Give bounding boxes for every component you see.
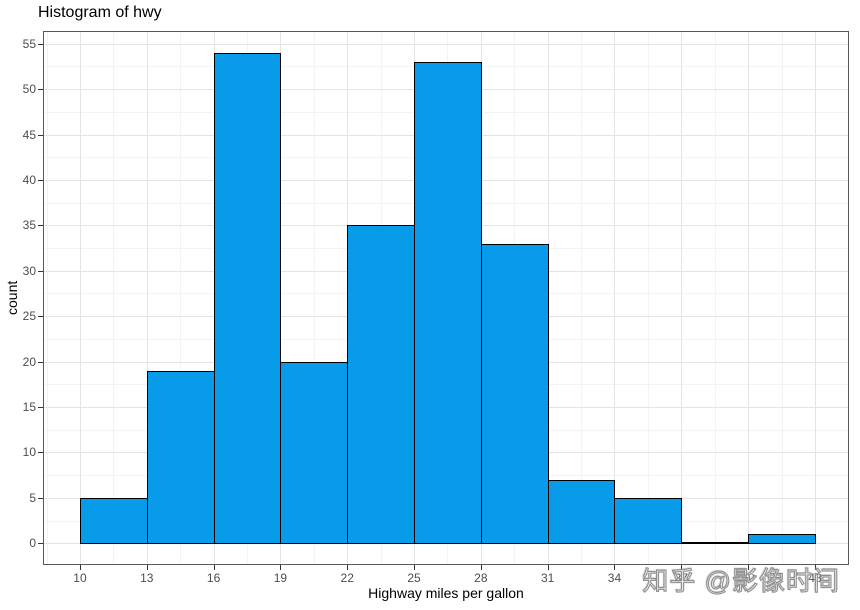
histogram-bar bbox=[280, 361, 349, 545]
major-gridline-y bbox=[43, 43, 849, 45]
x-tick-label: 40 bbox=[741, 571, 755, 585]
x-tick-label: 19 bbox=[273, 571, 288, 585]
y-tick-mark bbox=[38, 134, 43, 136]
y-tick-label: 55 bbox=[22, 36, 36, 51]
x-tick-mark bbox=[614, 565, 616, 570]
histogram-bar bbox=[347, 225, 416, 545]
x-tick-label: 10 bbox=[73, 571, 87, 585]
histogram-bar bbox=[748, 534, 816, 545]
x-axis-title: Highway miles per gallon bbox=[368, 585, 524, 601]
x-tick-label: 25 bbox=[407, 571, 421, 585]
y-tick-label: 40 bbox=[22, 172, 36, 187]
y-tick-mark bbox=[38, 497, 43, 499]
y-tick-label: 15 bbox=[22, 399, 36, 414]
minor-gridline-x bbox=[781, 31, 783, 565]
y-tick-label: 20 bbox=[22, 354, 36, 369]
x-tick-label: 31 bbox=[540, 571, 555, 585]
major-gridline-x bbox=[681, 31, 683, 565]
zhihu-watermark: 知乎 @影像时间 bbox=[642, 565, 840, 596]
x-tick-mark bbox=[213, 565, 215, 570]
histogram-bar bbox=[480, 243, 549, 545]
major-gridline-x bbox=[79, 31, 81, 565]
histogram-bar-zero bbox=[681, 542, 749, 545]
x-tick-label: 43 bbox=[808, 571, 822, 585]
y-tick-mark bbox=[38, 406, 43, 408]
histogram-bar bbox=[79, 497, 148, 545]
x-tick-mark bbox=[681, 565, 683, 570]
x-tick-mark bbox=[814, 565, 816, 570]
x-tick-label: 37 bbox=[674, 571, 688, 585]
y-tick-mark bbox=[38, 543, 43, 545]
minor-gridline-x bbox=[581, 31, 583, 565]
x-tick-mark bbox=[146, 565, 148, 570]
minor-gridline-x bbox=[313, 31, 315, 565]
y-tick-label: 35 bbox=[22, 218, 36, 233]
minor-gridline-x bbox=[113, 31, 115, 565]
y-tick-label: 30 bbox=[22, 263, 36, 278]
major-gridline-x bbox=[814, 31, 816, 565]
y-tick-mark bbox=[38, 316, 43, 318]
minor-gridline-x bbox=[46, 31, 48, 565]
y-tick-label: 45 bbox=[22, 127, 36, 142]
y-tick-mark bbox=[38, 270, 43, 272]
histogram-bar bbox=[614, 497, 683, 545]
x-tick-mark bbox=[748, 565, 750, 570]
histogram-bar bbox=[414, 61, 482, 545]
y-tick-label: 10 bbox=[22, 445, 36, 460]
major-gridline-x bbox=[146, 31, 148, 565]
y-tick-label: 0 bbox=[29, 536, 36, 551]
histogram-bar bbox=[547, 479, 616, 545]
x-tick-label: 22 bbox=[340, 571, 354, 585]
y-tick-mark bbox=[38, 361, 43, 363]
x-tick-label: 28 bbox=[474, 571, 488, 585]
x-tick-mark bbox=[79, 565, 81, 570]
y-tick-mark bbox=[38, 452, 43, 454]
y-tick-mark bbox=[38, 43, 43, 45]
x-tick-mark bbox=[480, 565, 482, 570]
x-tick-label: 13 bbox=[140, 571, 154, 585]
y-tick-label: 5 bbox=[29, 490, 36, 505]
plot-panel bbox=[43, 31, 849, 565]
y-axis-title: count bbox=[4, 280, 20, 316]
histogram-bar bbox=[146, 370, 215, 545]
minor-gridline-x bbox=[180, 31, 182, 565]
plot-title: Histogram of hwy bbox=[38, 4, 162, 21]
x-tick-label: 16 bbox=[206, 571, 221, 585]
minor-gridline-x bbox=[647, 31, 649, 565]
x-tick-mark bbox=[280, 565, 282, 570]
y-tick-label: 50 bbox=[22, 82, 36, 97]
x-tick-mark bbox=[347, 565, 349, 570]
y-tick-mark bbox=[38, 89, 43, 91]
x-tick-mark bbox=[547, 565, 549, 570]
x-tick-mark bbox=[414, 565, 416, 570]
x-tick-label: 34 bbox=[607, 571, 622, 585]
major-gridline-x bbox=[748, 31, 750, 565]
y-tick-label: 25 bbox=[22, 309, 36, 324]
minor-gridline-x bbox=[714, 31, 716, 565]
y-tick-mark bbox=[38, 179, 43, 181]
y-tick-mark bbox=[38, 225, 43, 227]
major-gridline-x bbox=[614, 31, 616, 565]
histogram-bar bbox=[213, 52, 282, 545]
